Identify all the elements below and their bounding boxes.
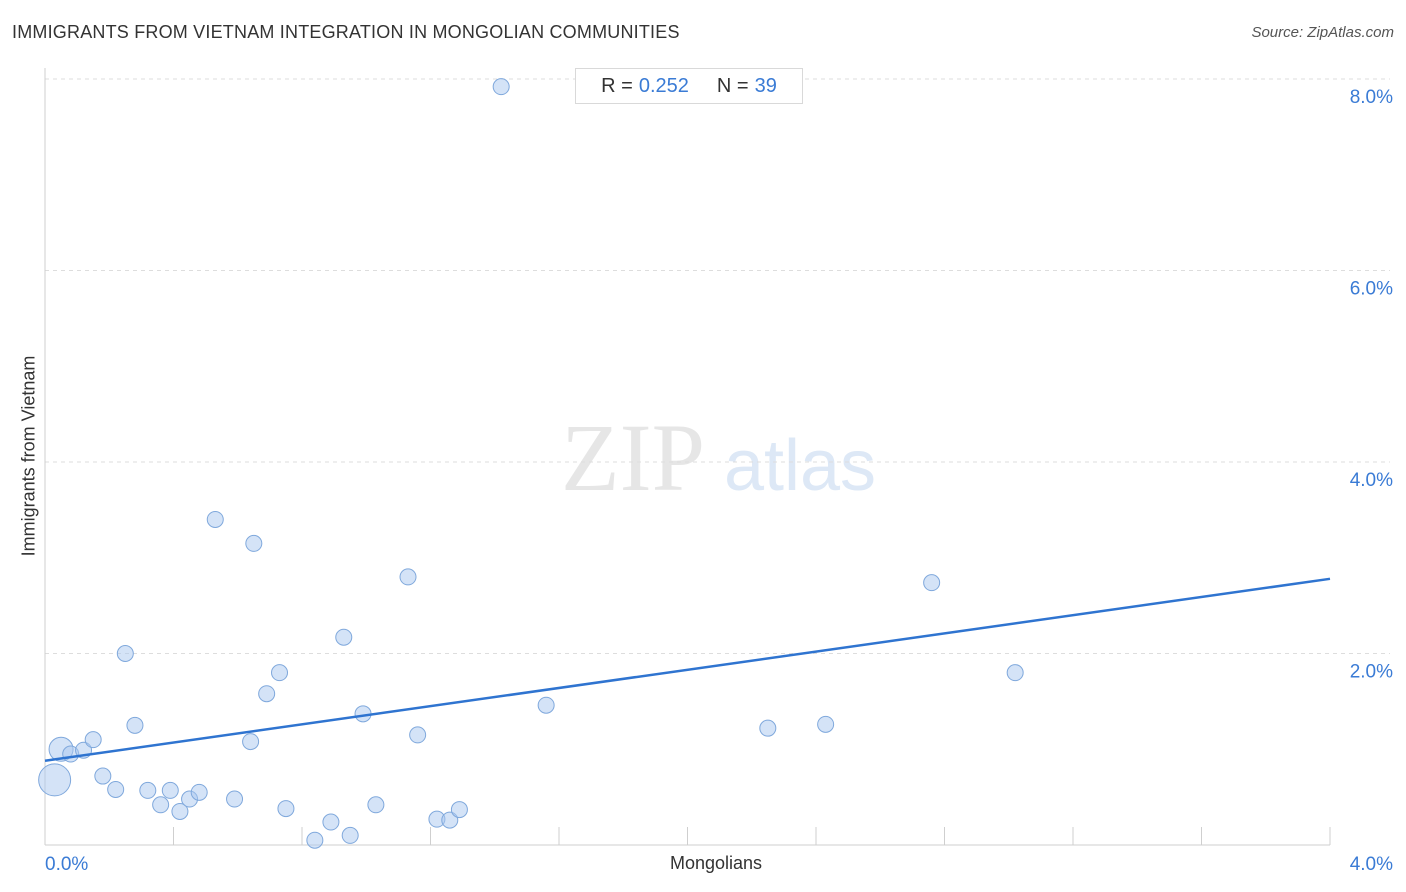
- y-tick-label: 8.0%: [1350, 87, 1393, 108]
- grid: [45, 78, 1390, 654]
- y-tick-label: 2.0%: [1350, 662, 1393, 683]
- data-point: [341, 826, 359, 844]
- source-credit: Source: ZipAtlas.com: [1251, 24, 1394, 41]
- data-point: [409, 726, 427, 744]
- data-point: [258, 685, 276, 703]
- data-point: [322, 813, 340, 831]
- data-point: [399, 568, 417, 586]
- trend-line-group: [44, 577, 1331, 762]
- data-point: [537, 696, 555, 714]
- chart-title: IMMIGRANTS FROM VIETNAM INTEGRATION IN M…: [12, 22, 680, 42]
- x-tick-label: 4.0%: [1350, 854, 1393, 875]
- data-point: [190, 783, 208, 801]
- data-point: [441, 811, 459, 829]
- n-label: N =: [716, 74, 749, 97]
- data-point: [245, 534, 263, 552]
- data-point: [171, 802, 189, 820]
- data-point: [152, 796, 170, 814]
- r-value: 0.252: [638, 74, 689, 97]
- trend-line: [44, 577, 1331, 762]
- data-point: [923, 574, 941, 592]
- data-point: [116, 645, 134, 662]
- data-point: [242, 733, 260, 751]
- data-point: [161, 781, 179, 799]
- data-point: [107, 780, 125, 798]
- data-point: [139, 781, 157, 799]
- data-points: [38, 78, 1024, 849]
- data-point: [817, 715, 835, 733]
- data-point: [226, 790, 244, 808]
- watermark-atlas: atlas: [724, 426, 876, 506]
- data-point: [38, 763, 72, 797]
- data-point: [450, 801, 468, 819]
- data-point: [94, 767, 112, 785]
- stats-box: R = 0.252 N = 39: [575, 68, 803, 104]
- data-point: [126, 716, 144, 734]
- data-point: [367, 796, 385, 814]
- y-axis-label: Immigrants from Vietnam: [18, 355, 39, 557]
- data-point: [84, 731, 102, 749]
- x-tick-label: 0.0%: [45, 854, 88, 875]
- data-point: [759, 719, 777, 737]
- watermark-zip: ZIP: [561, 404, 705, 511]
- x-axis-label: Mongolians: [669, 853, 763, 873]
- data-point: [492, 78, 510, 96]
- data-point: [206, 510, 224, 528]
- data-point: [277, 800, 295, 818]
- data-point: [271, 664, 289, 682]
- r-label: R =: [601, 74, 633, 97]
- watermark: ZIP atlas: [561, 404, 876, 511]
- data-point: [1006, 664, 1024, 682]
- axes: [44, 68, 1331, 846]
- data-point: [335, 628, 353, 646]
- y-tick-label: 4.0%: [1350, 470, 1393, 491]
- tick-labels: 2.0% 4.0% 6.0% 8.0% 0.0% 4.0%: [45, 87, 1393, 875]
- data-point: [306, 831, 324, 849]
- y-tick-label: 6.0%: [1350, 279, 1393, 300]
- n-value: 39: [754, 74, 777, 97]
